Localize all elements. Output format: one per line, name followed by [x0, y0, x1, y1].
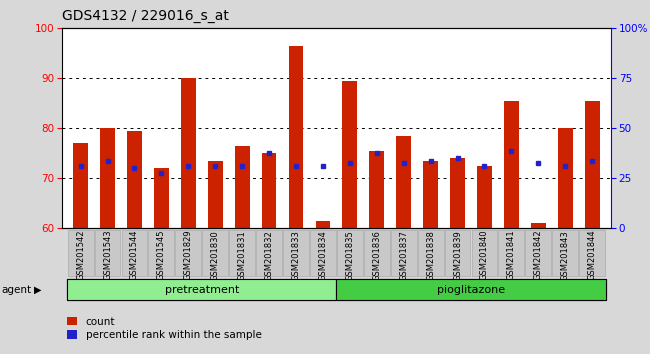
FancyBboxPatch shape — [67, 279, 337, 301]
FancyBboxPatch shape — [337, 279, 606, 301]
FancyBboxPatch shape — [95, 230, 120, 276]
Text: GSM201836: GSM201836 — [372, 230, 382, 281]
FancyBboxPatch shape — [499, 230, 525, 276]
Text: GSM201835: GSM201835 — [345, 230, 354, 281]
Text: GSM201831: GSM201831 — [238, 230, 246, 281]
Text: GSM201832: GSM201832 — [265, 230, 274, 281]
Bar — [181, 78, 196, 228]
Bar — [73, 143, 88, 228]
Bar — [154, 168, 169, 228]
Text: GSM201843: GSM201843 — [561, 230, 570, 281]
Text: GSM201834: GSM201834 — [318, 230, 328, 281]
Bar — [504, 101, 519, 228]
Text: GSM201544: GSM201544 — [130, 230, 139, 280]
Bar — [315, 221, 330, 228]
Bar — [235, 146, 250, 228]
Text: GSM201841: GSM201841 — [507, 230, 516, 280]
FancyBboxPatch shape — [525, 230, 551, 276]
Bar — [558, 128, 573, 228]
Bar — [208, 161, 222, 228]
FancyBboxPatch shape — [202, 230, 228, 276]
FancyBboxPatch shape — [391, 230, 417, 276]
FancyBboxPatch shape — [68, 230, 94, 276]
Text: pioglitazone: pioglitazone — [437, 285, 505, 295]
Text: ▶: ▶ — [34, 285, 42, 295]
FancyBboxPatch shape — [176, 230, 202, 276]
FancyBboxPatch shape — [445, 230, 471, 276]
Text: GSM201830: GSM201830 — [211, 230, 220, 281]
Text: pretreatment: pretreatment — [164, 285, 239, 295]
FancyBboxPatch shape — [364, 230, 390, 276]
Bar — [396, 136, 411, 228]
Bar — [450, 158, 465, 228]
Legend: count, percentile rank within the sample: count, percentile rank within the sample — [67, 317, 261, 340]
Bar — [100, 128, 115, 228]
FancyBboxPatch shape — [579, 230, 605, 276]
FancyBboxPatch shape — [552, 230, 578, 276]
Text: GSM201842: GSM201842 — [534, 230, 543, 280]
FancyBboxPatch shape — [418, 230, 443, 276]
Bar — [369, 151, 384, 228]
Text: GSM201545: GSM201545 — [157, 230, 166, 280]
FancyBboxPatch shape — [310, 230, 336, 276]
Text: GSM201838: GSM201838 — [426, 230, 435, 281]
Text: GSM201839: GSM201839 — [453, 230, 462, 281]
Text: GSM201829: GSM201829 — [184, 230, 193, 280]
Bar — [262, 153, 276, 228]
FancyBboxPatch shape — [148, 230, 174, 276]
Bar — [585, 101, 599, 228]
FancyBboxPatch shape — [283, 230, 309, 276]
Text: GSM201542: GSM201542 — [76, 230, 85, 280]
Text: GDS4132 / 229016_s_at: GDS4132 / 229016_s_at — [62, 9, 229, 23]
Text: GSM201840: GSM201840 — [480, 230, 489, 280]
FancyBboxPatch shape — [229, 230, 255, 276]
Text: GSM201543: GSM201543 — [103, 230, 112, 280]
Bar — [127, 131, 142, 228]
Bar — [343, 81, 358, 228]
Bar — [423, 161, 438, 228]
Bar — [289, 46, 304, 228]
FancyBboxPatch shape — [122, 230, 148, 276]
FancyBboxPatch shape — [256, 230, 282, 276]
Bar — [531, 223, 546, 228]
FancyBboxPatch shape — [337, 230, 363, 276]
Text: agent: agent — [1, 285, 31, 295]
Bar — [477, 166, 492, 228]
Text: GSM201844: GSM201844 — [588, 230, 597, 280]
Text: GSM201833: GSM201833 — [291, 230, 300, 281]
Text: GSM201837: GSM201837 — [399, 230, 408, 281]
FancyBboxPatch shape — [471, 230, 497, 276]
